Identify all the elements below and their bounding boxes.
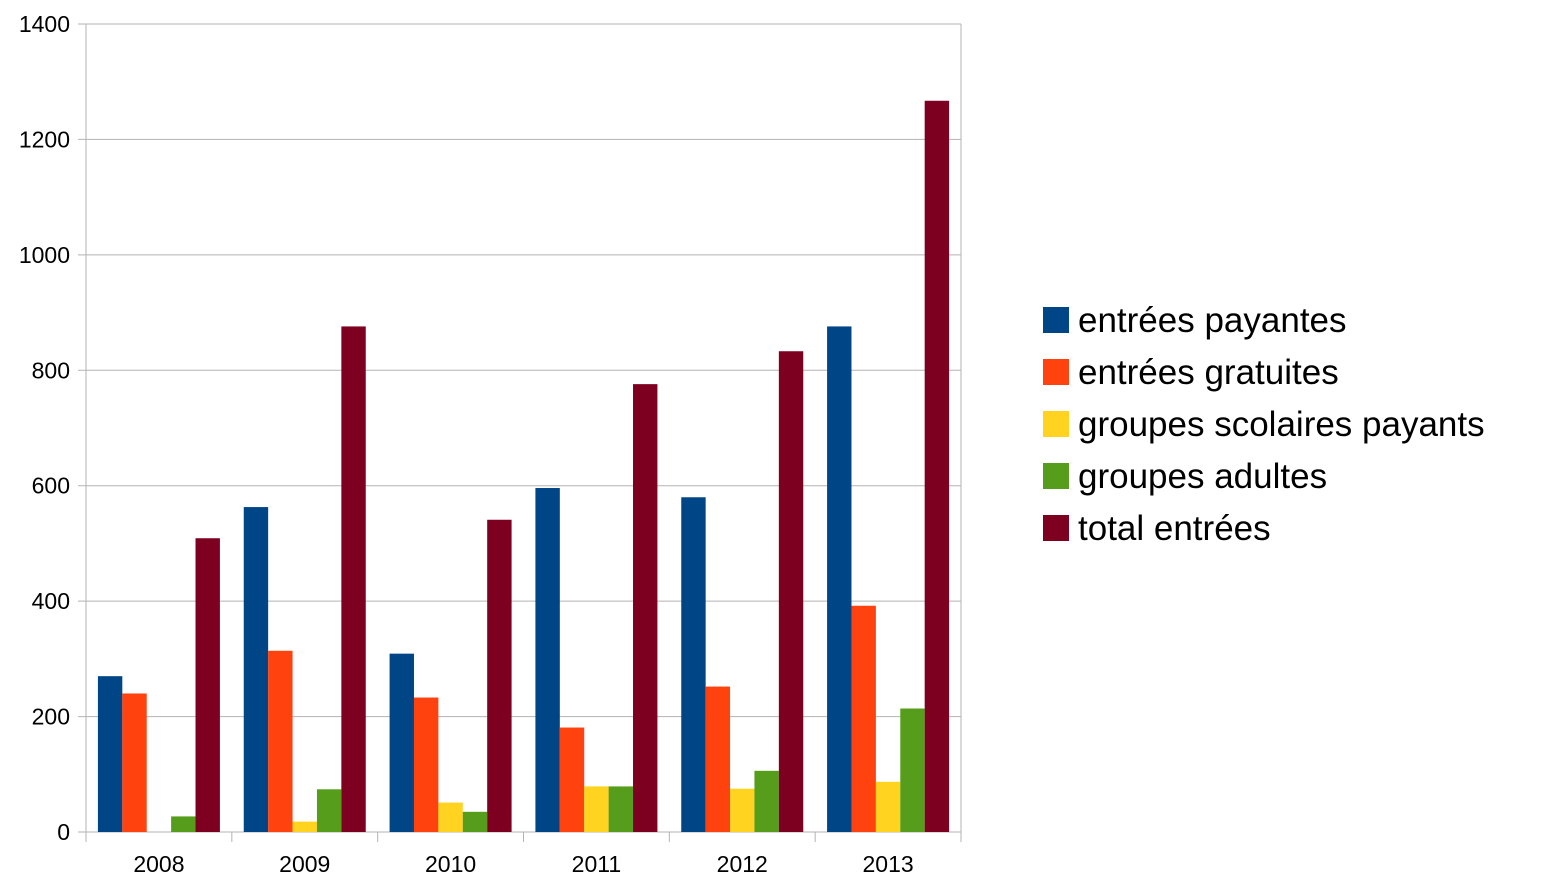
bar-2011-entrées-gratuites <box>559 727 585 832</box>
legend-swatch <box>1043 515 1069 541</box>
bar-2008-entrées-payantes <box>97 676 123 832</box>
legend-label: entrées gratuites <box>1078 353 1339 392</box>
x-tick-label: 2008 <box>133 851 184 877</box>
bars <box>97 100 950 832</box>
bar-2008-groupes-adultes <box>171 816 196 832</box>
bar-2010-entrées-gratuites <box>413 697 439 832</box>
bar-2008-total-entrées <box>195 538 220 832</box>
bar-2008-entrées-gratuites <box>122 693 147 832</box>
bar-2010-total-entrées <box>487 519 512 832</box>
legend-swatch <box>1043 411 1069 437</box>
bar-2012-groupes-scolaires-payants <box>730 788 755 832</box>
bar-2013-entrées-payantes <box>827 326 852 832</box>
legend-label: groupes scolaires payants <box>1078 405 1485 444</box>
bar-2012-entrées-gratuites <box>705 686 731 832</box>
bar-2011-total-entrées <box>633 384 658 832</box>
bar-2010-groupes-scolaires-payants <box>438 802 463 832</box>
x-tick-label: 2010 <box>425 851 476 877</box>
y-tick-label: 400 <box>32 588 70 614</box>
bar-2009-entrées-gratuites <box>268 650 293 832</box>
y-tick-label: 800 <box>32 357 70 383</box>
y-tick-label: 1000 <box>19 242 70 268</box>
bar-2012-total-entrées <box>778 351 804 832</box>
legend-label: entrées payantes <box>1078 301 1347 340</box>
y-axis-tick-labels: 0 200 400 600 800 1000 1200 1400 <box>19 11 70 845</box>
legend-swatch <box>1043 307 1069 333</box>
x-axis-tick-labels: 2008 2009 2010 2011 2012 2013 <box>133 851 913 877</box>
legend-label: groupes adultes <box>1078 457 1327 496</box>
legend: entrées payantes entrées gratuites groupes… <box>1043 301 1485 548</box>
bar-2012-groupes-adultes <box>754 770 779 832</box>
bar-2011-groupes-scolaires-payants <box>584 786 609 832</box>
bar-2012-entrées-payantes <box>681 497 706 832</box>
gridlines <box>78 23 961 833</box>
bar-2010-entrées-payantes <box>389 653 414 832</box>
bar-2009-total-entrées <box>341 326 366 832</box>
y-tick-label: 600 <box>32 473 70 499</box>
legend-swatch <box>1043 463 1069 489</box>
x-tick-label: 2012 <box>717 851 768 877</box>
x-tick-label: 2011 <box>572 851 621 877</box>
y-tick-label: 200 <box>32 704 70 730</box>
bar-2009-entrées-payantes <box>243 507 269 832</box>
x-tick-label: 2013 <box>862 851 913 877</box>
y-tick-label: 0 <box>57 819 70 845</box>
legend-swatch <box>1043 359 1069 385</box>
bar-2009-groupes-scolaires-payants <box>292 821 317 832</box>
bar-2011-entrées-payantes <box>535 488 560 832</box>
bar-2011-groupes-adultes <box>608 786 634 832</box>
y-tick-label: 1400 <box>19 11 70 37</box>
legend-label: total entrées <box>1078 509 1271 548</box>
bar-2013-groupes-adultes <box>900 708 925 832</box>
bar-2013-groupes-scolaires-payants <box>875 781 901 832</box>
y-tick-label: 1200 <box>19 126 70 152</box>
bar-2009-groupes-adultes <box>316 789 342 832</box>
bar-2013-total-entrées <box>924 100 950 832</box>
bar-2013-entrées-gratuites <box>851 605 876 832</box>
x-tick-label: 2009 <box>279 851 330 877</box>
axes <box>85 24 962 842</box>
bar-2010-groupes-adultes <box>462 811 488 832</box>
